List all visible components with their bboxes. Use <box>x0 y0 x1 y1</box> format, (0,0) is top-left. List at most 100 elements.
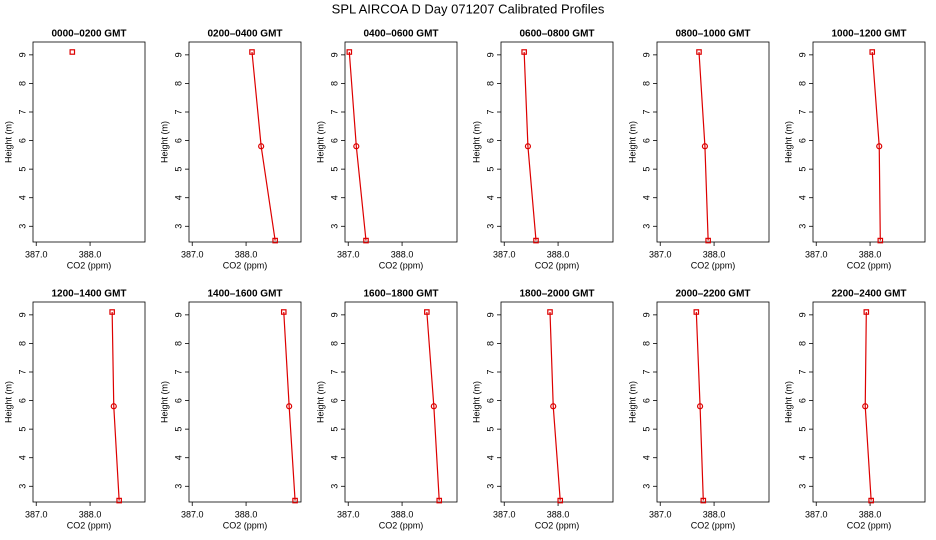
data-point <box>116 497 122 504</box>
y-tick-label: 5 <box>173 427 183 432</box>
y-tick-label: 6 <box>797 398 807 403</box>
y-tick-label: 7 <box>173 369 183 374</box>
y-tick-label: 3 <box>173 484 183 489</box>
data-point <box>346 49 353 55</box>
y-tick-label: 3 <box>797 484 807 489</box>
plot-frame <box>32 301 146 503</box>
y-tick-label: 5 <box>641 427 651 432</box>
y-axis-title: Height (m) <box>3 121 13 163</box>
data-point <box>701 143 709 150</box>
x-tick-label: 387.0 <box>493 509 516 519</box>
data-point <box>69 49 76 55</box>
y-tick-label: 8 <box>485 341 495 346</box>
data-point <box>110 403 117 410</box>
x-axis-title: CO2 (ppm) <box>379 520 424 530</box>
plot-frame <box>656 301 770 503</box>
y-axis-title: Height (m) <box>627 121 637 163</box>
x-tick-label: 387.0 <box>25 249 48 259</box>
plot-frame <box>32 41 146 243</box>
y-tick-label: 4 <box>173 455 183 460</box>
data-point <box>557 497 564 504</box>
panel-title: 0000–0200 GMT <box>51 29 126 40</box>
y-tick-label: 5 <box>641 167 651 172</box>
profile-line <box>523 51 537 241</box>
data-point <box>862 403 869 410</box>
data-point <box>272 237 278 244</box>
figure-title: SPL AIRCOA D Day 071207 Calibrated Profi… <box>332 1 605 16</box>
y-tick-label: 6 <box>173 398 183 403</box>
x-tick-label: 387.0 <box>337 509 360 519</box>
panel-title: 1400–1600 GMT <box>207 289 282 300</box>
panel-title: 0800–1000 GMT <box>675 29 750 40</box>
panel-title: 0200–0400 GMT <box>207 29 282 40</box>
x-tick-label: 387.0 <box>25 509 48 519</box>
profile-line <box>864 311 872 501</box>
x-axis-title: CO2 (ppm) <box>535 520 580 530</box>
data-point <box>436 497 443 504</box>
profile-line <box>283 311 296 501</box>
y-tick-label: 7 <box>641 109 651 114</box>
x-tick-label: 388.0 <box>235 249 258 259</box>
y-tick-label: 5 <box>485 167 495 172</box>
y-tick-label: 5 <box>797 167 807 172</box>
y-tick-label: 9 <box>641 52 651 57</box>
y-tick-label: 7 <box>329 369 339 374</box>
y-tick-label: 4 <box>17 455 27 460</box>
y-axis-title: Height (m) <box>315 381 325 423</box>
data-point <box>877 237 884 244</box>
data-point <box>547 309 553 315</box>
y-tick-label: 3 <box>329 484 339 489</box>
y-tick-label: 3 <box>17 224 27 229</box>
data-point <box>700 497 707 504</box>
data-point <box>109 309 115 315</box>
y-tick-label: 7 <box>797 109 807 114</box>
y-tick-label: 3 <box>485 224 495 229</box>
plot-frame <box>344 41 458 243</box>
data-point <box>363 237 369 244</box>
y-tick-label: 8 <box>17 81 27 86</box>
profile-line <box>251 51 276 241</box>
data-point <box>258 143 265 150</box>
y-tick-label: 7 <box>17 369 27 374</box>
panel-title: 0400–0600 GMT <box>363 29 438 40</box>
data-point <box>693 309 700 315</box>
data-point <box>696 49 702 55</box>
x-axis-title: CO2 (ppm) <box>223 260 268 270</box>
y-tick-label: 7 <box>329 109 339 114</box>
y-tick-label: 4 <box>641 455 651 460</box>
y-tick-label: 7 <box>485 109 495 114</box>
profile-line <box>426 311 440 501</box>
y-tick-label: 6 <box>641 138 651 143</box>
x-axis-title: CO2 (ppm) <box>223 520 268 530</box>
y-tick-label: 5 <box>329 167 339 172</box>
x-tick-label: 387.0 <box>805 249 828 259</box>
y-tick-label: 9 <box>17 312 27 317</box>
y-tick-label: 9 <box>797 312 807 317</box>
y-tick-label: 7 <box>485 369 495 374</box>
y-tick-label: 5 <box>485 427 495 432</box>
x-tick-label: 388.0 <box>703 509 726 519</box>
y-tick-label: 3 <box>173 224 183 229</box>
x-tick-label: 387.0 <box>649 509 672 519</box>
x-tick-label: 388.0 <box>79 249 102 259</box>
profile-line <box>698 51 709 241</box>
y-axis-title: Height (m) <box>315 121 325 163</box>
x-tick-label: 388.0 <box>859 249 882 259</box>
plot-frame <box>500 41 614 243</box>
y-tick-label: 6 <box>17 398 27 403</box>
y-tick-label: 7 <box>173 109 183 114</box>
profile-line <box>348 51 367 241</box>
x-tick-label: 387.0 <box>181 509 204 519</box>
y-tick-label: 9 <box>173 312 183 317</box>
x-tick-label: 388.0 <box>391 509 414 519</box>
y-tick-label: 3 <box>17 484 27 489</box>
panel-title: 1200–1400 GMT <box>51 289 126 300</box>
x-axis-title: CO2 (ppm) <box>67 520 112 530</box>
plot-frame <box>344 301 458 503</box>
y-tick-label: 3 <box>641 484 651 489</box>
panel-title: 1000–1200 GMT <box>831 29 906 40</box>
plot-frame <box>188 301 302 503</box>
x-axis-title: CO2 (ppm) <box>67 260 112 270</box>
y-tick-label: 3 <box>485 484 495 489</box>
x-tick-label: 387.0 <box>805 509 828 519</box>
